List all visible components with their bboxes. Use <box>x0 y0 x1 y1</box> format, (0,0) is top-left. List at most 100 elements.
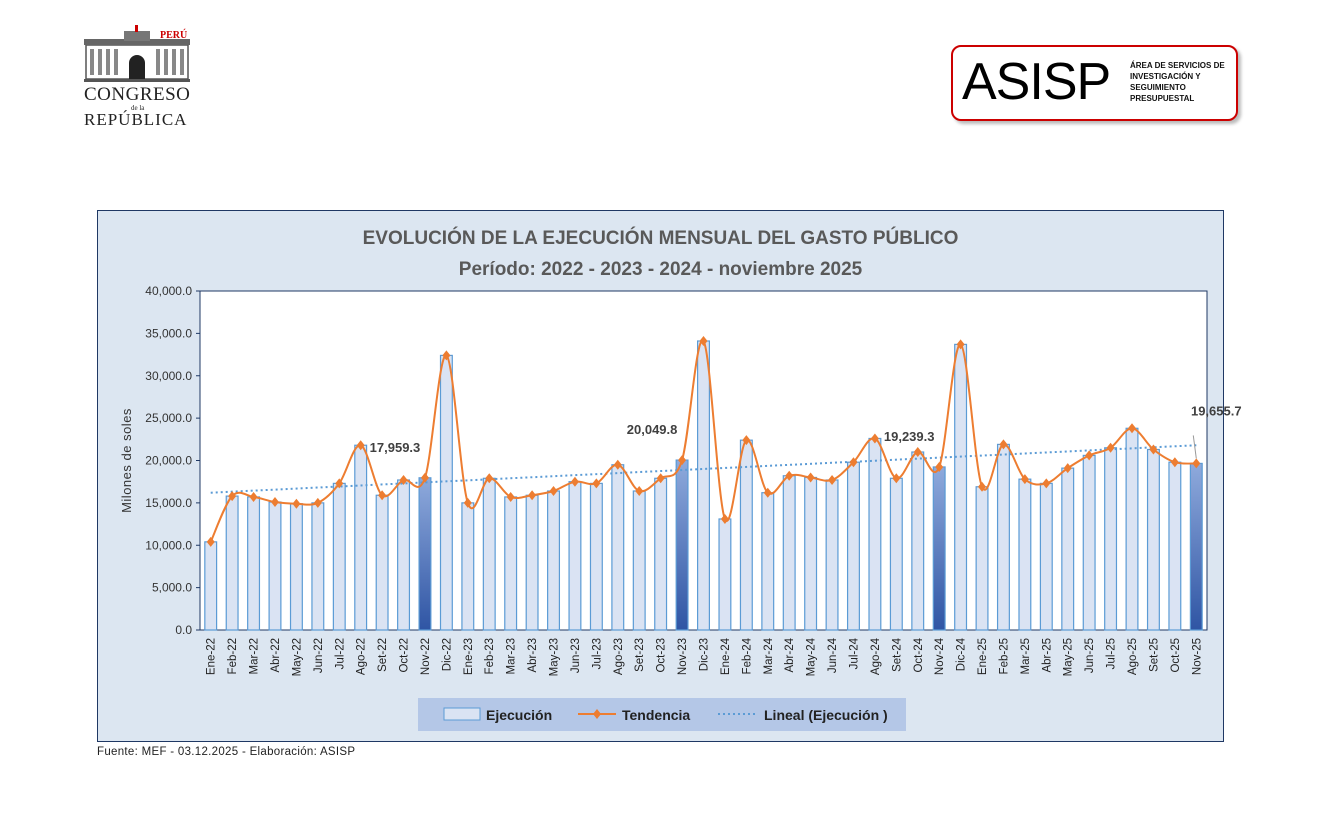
tendencia-marker <box>1192 458 1201 469</box>
bar <box>461 502 475 631</box>
x-tick-label: May-23 <box>549 638 561 676</box>
x-tick-label: Oct-24 <box>913 637 925 672</box>
x-tick-label: Abr-22 <box>270 638 282 673</box>
x-tick-label: Oct-23 <box>656 638 668 673</box>
x-tick-label: Nov-25 <box>1191 638 1203 675</box>
tendencia-marker <box>506 491 515 502</box>
y-tick-label: 0.0 <box>175 623 192 637</box>
legend-label-tendencia: Tendencia <box>622 707 690 723</box>
bar <box>996 443 1010 631</box>
tendencia-marker <box>913 447 922 458</box>
bar <box>1104 447 1118 631</box>
bar <box>375 494 389 631</box>
tendencia-marker <box>849 457 858 468</box>
tendencia-marker <box>335 478 344 489</box>
tendencia-marker <box>763 487 772 498</box>
tendencia-marker <box>1063 463 1072 474</box>
bar <box>1146 448 1160 631</box>
x-tick-label: Jun-25 <box>1084 638 1096 673</box>
tendencia-marker <box>635 486 644 497</box>
data-label: 17,959.3 <box>370 440 421 455</box>
bar <box>804 476 818 631</box>
tendencia-marker <box>678 455 687 466</box>
tendencia-marker <box>313 497 322 508</box>
x-tick-label: Mar-25 <box>1020 638 1032 674</box>
bar <box>1018 478 1032 631</box>
bar <box>739 439 753 631</box>
x-tick-label: Dic-22 <box>441 638 453 671</box>
bar <box>1082 454 1096 631</box>
x-tick-label: Abr-25 <box>1041 638 1053 673</box>
y-tick-label: 10,000.0 <box>145 538 192 552</box>
tendencia-marker <box>270 497 279 508</box>
bar <box>1125 427 1139 631</box>
y-tick-label: 15,000.0 <box>145 496 192 510</box>
tendencia-marker <box>870 433 879 444</box>
de-la-label: de la <box>131 104 145 112</box>
bar <box>311 502 325 631</box>
tendencia-marker <box>1085 450 1094 461</box>
x-tick-label: Set-23 <box>634 638 646 672</box>
x-tick-label: Feb-24 <box>741 637 753 674</box>
y-tick-label: 5,000.0 <box>152 581 192 595</box>
legend-label-ejecucion: Ejecución <box>486 707 552 723</box>
bar <box>1039 482 1053 631</box>
x-tick-label: Oct-22 <box>399 638 411 673</box>
x-tick-label: Mar-22 <box>249 638 261 674</box>
asisp-acronym: ASISP <box>962 53 1111 111</box>
asisp-description: ÁREA DE SERVICIOS DE INVESTIGACIÓN Y SEG… <box>1130 61 1225 103</box>
bar <box>761 492 775 631</box>
x-tick-label: Set-24 <box>891 637 903 671</box>
source-note: Fuente: MEF - 03.12.2025 - Elaboración: … <box>97 746 356 758</box>
bar <box>868 437 882 631</box>
legend-swatch-ejecucion <box>443 707 481 721</box>
x-tick-label: Feb-23 <box>484 638 496 674</box>
x-tick-label: Nov-22 <box>420 638 432 675</box>
tendencia-marker <box>378 490 387 501</box>
x-tick-label: Jul-25 <box>1106 638 1118 669</box>
tendencia-marker <box>999 439 1008 450</box>
bar <box>911 451 925 631</box>
asisp-logo <box>951 45 1238 121</box>
x-tick-label: Nov-23 <box>677 638 689 675</box>
tendencia-marker <box>978 481 987 492</box>
data-label: 19,239.3 <box>884 429 935 444</box>
tendencia-marker <box>935 461 944 472</box>
x-tick-label: Oct-25 <box>1170 638 1182 673</box>
tendencia-marker <box>549 486 558 497</box>
tendencia-marker <box>592 478 601 489</box>
tendencia-marker <box>528 490 537 501</box>
bar <box>718 518 732 631</box>
bar <box>1189 462 1203 631</box>
tendencia-marker <box>249 491 258 502</box>
x-tick-label: Jul-23 <box>591 638 603 669</box>
tendencia-marker <box>892 473 901 484</box>
data-label: 20,049.8 <box>627 422 678 437</box>
tendencia-marker <box>206 536 215 547</box>
y-tick-label: 35,000.0 <box>145 326 192 340</box>
tendencia-marker <box>420 472 429 483</box>
bar <box>846 461 860 631</box>
tendencia-marker <box>742 435 751 446</box>
x-tick-label: Set-22 <box>377 638 389 672</box>
y-tick-label: 25,000.0 <box>145 411 192 425</box>
x-tick-label: Dic-24 <box>956 637 968 671</box>
y-tick-label: 30,000.0 <box>145 369 192 383</box>
data-label-leader <box>1192 435 1197 459</box>
tendencia-marker <box>485 473 494 484</box>
y-tick-label: 20,000.0 <box>145 454 192 468</box>
x-tick-label: Abr-24 <box>784 637 796 672</box>
bar <box>589 482 603 631</box>
bar <box>504 496 518 631</box>
tendencia-marker <box>699 336 708 347</box>
bar <box>675 459 689 631</box>
bar <box>782 475 796 631</box>
x-tick-label: May-22 <box>291 638 303 676</box>
x-tick-label: Ene-24 <box>720 637 732 675</box>
bar <box>332 482 346 631</box>
tendencia-marker <box>1020 474 1029 485</box>
bar <box>889 477 903 631</box>
legend-marker-tendencia <box>593 709 601 719</box>
chart-title: EVOLUCIÓN DE LA EJECUCIÓN MENSUAL DEL GA… <box>362 228 959 249</box>
bar <box>954 343 968 631</box>
